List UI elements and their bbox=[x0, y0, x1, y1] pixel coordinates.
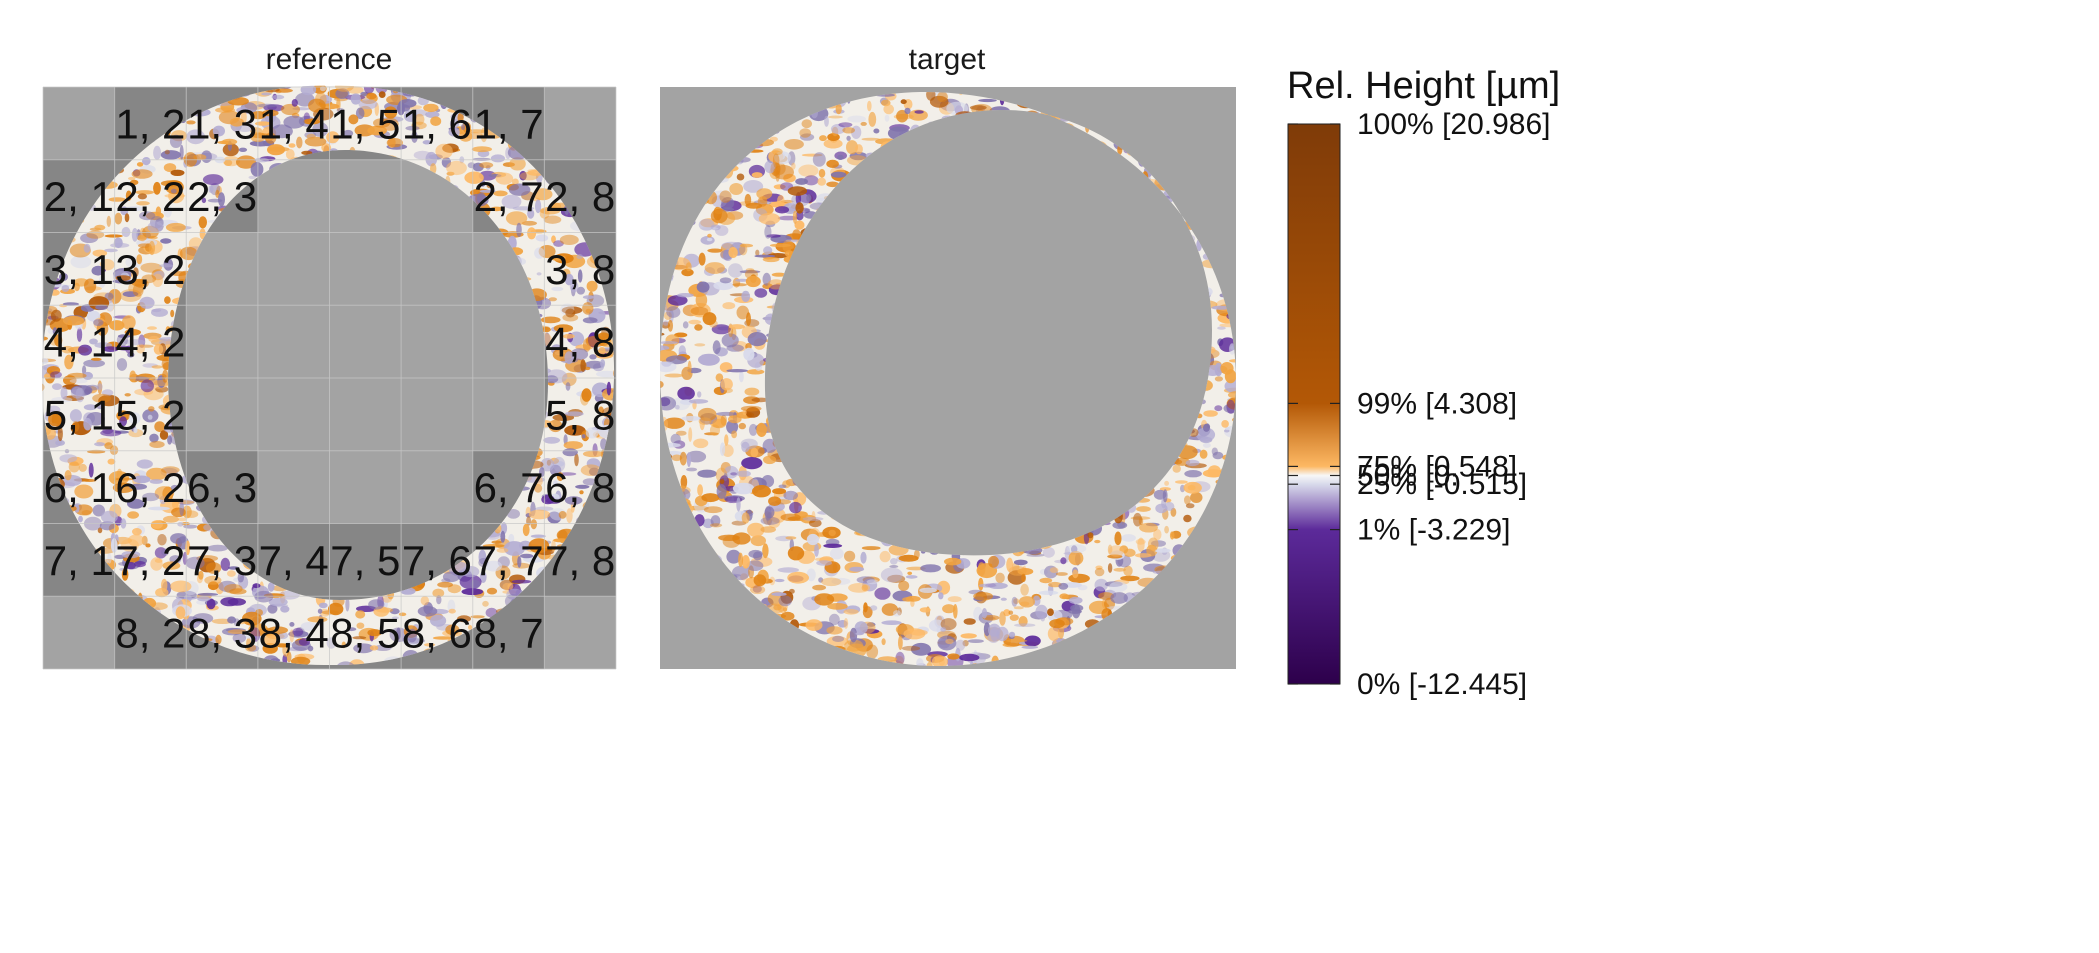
grid-cell-label: 3, 2 bbox=[115, 246, 185, 293]
grid-cell-label: 8, 4 bbox=[259, 610, 329, 657]
target-title: target bbox=[909, 43, 986, 76]
colorbar-ticks: 100% [20.986] 99% [4.308] 75% [0.548]50% [… bbox=[1288, 108, 1551, 701]
grid-cell-label: 6, 3 bbox=[187, 464, 257, 511]
grid-cell-label: 5, 8 bbox=[545, 391, 615, 438]
grid-cell-label: 2, 1 bbox=[44, 173, 114, 220]
colorbar-title: Rel. Height [µm] bbox=[1287, 65, 1560, 107]
grid-cell-label: 6, 2 bbox=[115, 464, 185, 511]
grid-cell-label: 7, 4 bbox=[259, 537, 329, 584]
grid-cell-label: 5, 2 bbox=[115, 391, 185, 438]
grid-cell-label: 1, 2 bbox=[115, 100, 185, 147]
grid-cell-label: 1, 5 bbox=[330, 100, 400, 147]
grid-cell-label: 2, 3 bbox=[187, 173, 257, 220]
grid-cell-label: 8, 6 bbox=[402, 610, 472, 657]
grid-cell-label: 1, 3 bbox=[187, 100, 257, 147]
colorbar: Rel. Height [µm] 100% [20.986] 99% [4.308… bbox=[1287, 65, 1560, 701]
reference-cell-labels: 1, 2 1, 3 1, 4 1, 5 1, 6 1, 7 2, 1 2, 2 2, 3 2, 7… bbox=[44, 100, 615, 656]
grid-cell-label: 2, 8 bbox=[545, 173, 615, 220]
grid-cell-label: 6, 7 bbox=[474, 464, 544, 511]
grid-cell-label: 7, 7 bbox=[474, 537, 544, 584]
grid-cell-label: 8, 2 bbox=[115, 610, 185, 657]
grid-cell-label: 4, 2 bbox=[115, 319, 185, 366]
grid-cell-label: 8, 3 bbox=[187, 610, 257, 657]
colorbar-tick-label: 100% [20.986] bbox=[1357, 108, 1551, 141]
grid-cell-label: 4, 1 bbox=[44, 319, 114, 366]
grid-cell-label: 7, 2 bbox=[115, 537, 185, 584]
colorbar-tick-label: 50% [0. bbox=[1357, 460, 1459, 493]
grid-cell-label: 7, 1 bbox=[44, 537, 114, 584]
reference-grid-lines bbox=[42, 86, 617, 670]
grid-cell-label: 1, 7 bbox=[474, 100, 544, 147]
grid-cell-label: 3, 1 bbox=[44, 246, 114, 293]
grid-cell bbox=[329, 523, 402, 597]
grid-cell-label: 5, 1 bbox=[44, 391, 114, 438]
grid-cell-label: 7, 5 bbox=[330, 537, 400, 584]
grid-cell-label: 3, 8 bbox=[545, 246, 615, 293]
reference-title: reference bbox=[266, 43, 393, 76]
grid-cell-label: 2, 2 bbox=[115, 173, 185, 220]
colorbar-tick-label: 25% [-0.515] bbox=[1357, 468, 1527, 501]
grid-cell-label: 1, 6 bbox=[402, 100, 472, 147]
grid-cell-label: 6, 1 bbox=[44, 464, 114, 511]
grid-cell-label: 7, 6 bbox=[402, 537, 472, 584]
colorbar-tick-label: 99% [4.308] bbox=[1357, 387, 1517, 420]
reference-panel: reference 1, 2 1, 3 1, 4 1, 5 1, 6 1, 72, 1 2,… bbox=[41, 43, 617, 670]
grid-cell-label: 2, 7 bbox=[474, 173, 544, 220]
grid-cell-label: 4, 8 bbox=[545, 319, 615, 366]
grid-cell-label: 7, 8 bbox=[545, 537, 615, 584]
colorbar-tick-label: 0% [-12.445] bbox=[1357, 668, 1527, 701]
grid-cell-label: 1, 4 bbox=[259, 100, 329, 147]
colorbar-tick-label: 1% [-3.229] bbox=[1357, 514, 1510, 547]
target-panel: target bbox=[660, 43, 1236, 669]
colorbar-tick-label: 75% [0.548] bbox=[1357, 450, 1517, 483]
grid-cell-label: 7, 3 bbox=[187, 537, 257, 584]
grid-cell-label: 8, 5 bbox=[330, 610, 400, 657]
grid-cell-label: 6, 8 bbox=[545, 464, 615, 511]
grid-cell-label: 8, 7 bbox=[474, 610, 544, 657]
